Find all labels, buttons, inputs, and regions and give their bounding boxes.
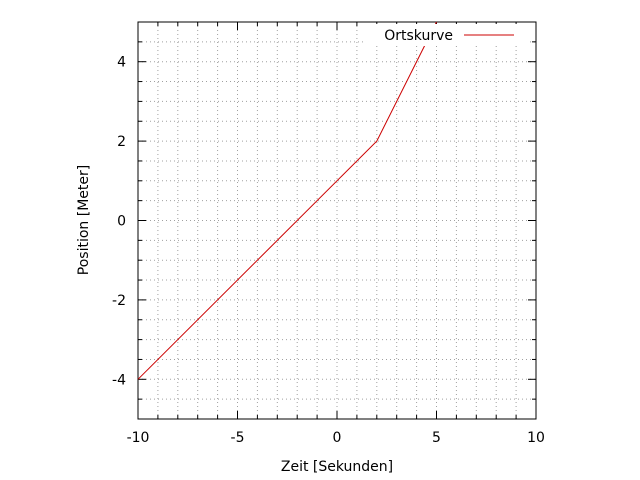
x-axis-label: Zeit [Sekunden] bbox=[281, 459, 393, 475]
y-tick-label: -4 bbox=[112, 372, 126, 388]
y-tick-labels: -4 -2 0 2 4 bbox=[112, 55, 126, 389]
y-tick-label: 0 bbox=[117, 214, 126, 230]
tick-marks bbox=[137, 21, 537, 420]
y-tick-label: -2 bbox=[112, 293, 126, 309]
series-layer bbox=[137, 21, 437, 380]
x-tick-label: -5 bbox=[231, 430, 245, 446]
x-tick-labels: -10 -5 0 5 10 bbox=[127, 430, 545, 446]
x-tick-label: 5 bbox=[432, 430, 441, 446]
x-tick-label: 0 bbox=[333, 430, 342, 446]
legend-label: Ortskurve bbox=[384, 28, 453, 44]
y-tick-label: 4 bbox=[117, 55, 126, 71]
legend: Ortskurve bbox=[366, 24, 530, 46]
series-line bbox=[137, 21, 437, 380]
grid-lines bbox=[138, 22, 536, 419]
plot-frame bbox=[137, 21, 537, 420]
y-axis-label: Position [Meter] bbox=[76, 165, 92, 275]
y-tick-label: 2 bbox=[117, 134, 126, 150]
x-tick-label: -10 bbox=[127, 430, 150, 446]
x-tick-label: 10 bbox=[527, 430, 545, 446]
